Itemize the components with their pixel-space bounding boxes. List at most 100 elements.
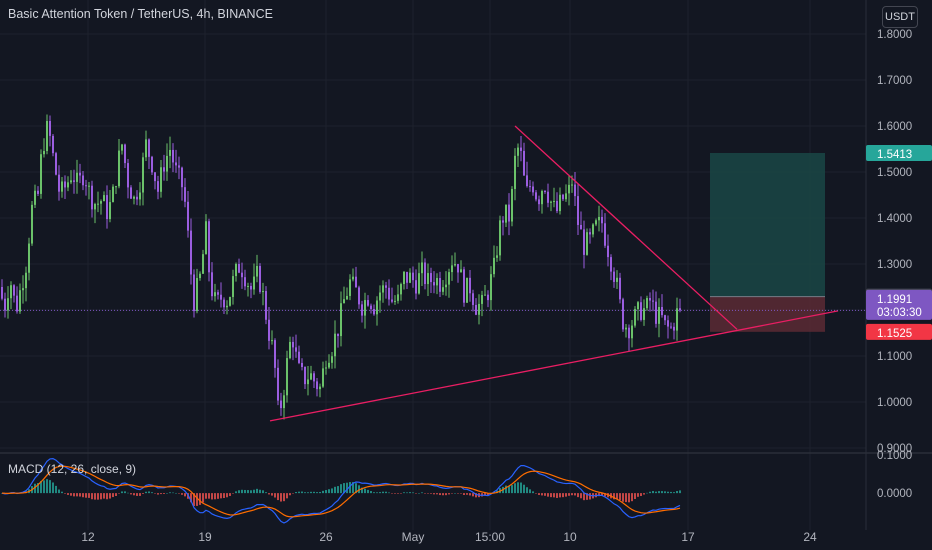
- candle-body: [322, 368, 324, 387]
- macd-histogram-bar: [211, 493, 213, 500]
- candle-body: [142, 157, 144, 193]
- candle-body: [607, 245, 609, 258]
- candle-body: [268, 319, 270, 341]
- candle-body: [286, 358, 288, 396]
- macd-histogram-bar: [679, 490, 681, 494]
- macd-histogram-bar: [289, 493, 291, 496]
- candle-body: [574, 184, 576, 197]
- trendlines[interactable]: [269, 125, 839, 422]
- candle-body: [31, 204, 33, 244]
- price-tick-label: 1.5000: [877, 167, 912, 179]
- candle-body: [280, 400, 282, 409]
- candle-body: [199, 273, 201, 279]
- candle-body: [556, 200, 558, 212]
- target-badge-text: 1.5413: [877, 149, 912, 161]
- macd-histogram-bar: [343, 483, 345, 494]
- candle-body: [568, 184, 570, 194]
- macd-histogram-bar: [256, 488, 258, 494]
- macd-histogram-bar: [457, 493, 459, 494]
- macd-histogram-bar: [124, 491, 126, 494]
- macd-histogram-bar: [514, 483, 516, 494]
- candle-body: [73, 180, 75, 182]
- macd-histogram-bar: [670, 491, 672, 494]
- candle-body: [226, 305, 228, 308]
- macd-histogram-bar: [427, 493, 429, 494]
- candle-body: [460, 269, 462, 273]
- candle-body: [172, 149, 174, 163]
- macd-histogram-bar: [277, 493, 279, 501]
- macd-histogram-bar: [367, 489, 369, 494]
- macd-histogram-bar: [604, 493, 606, 497]
- macd-histogram-bar: [238, 490, 240, 494]
- candle-body: [109, 202, 111, 220]
- candle-body: [520, 147, 522, 151]
- candle-body: [331, 356, 333, 363]
- macd-histogram-bar: [136, 493, 138, 496]
- candle-body: [376, 300, 378, 315]
- macd-histogram-bar: [214, 493, 216, 500]
- macd-histogram-bar: [304, 492, 306, 494]
- candle-body: [400, 284, 402, 295]
- macd-histogram-bar: [103, 493, 105, 499]
- macd-histogram-bar: [43, 480, 45, 494]
- candle-body: [541, 191, 543, 205]
- macd-histogram-bar: [82, 493, 84, 498]
- time-tick-label: 17: [681, 530, 695, 544]
- macd-histogram-bar: [160, 493, 162, 495]
- candle-body: [295, 347, 297, 352]
- macd-histogram-bar: [151, 492, 153, 494]
- candle-body: [529, 186, 531, 188]
- candle-body: [652, 300, 654, 302]
- candle-body: [667, 320, 669, 327]
- candle-body: [229, 297, 231, 306]
- macd-histogram-bar: [412, 492, 414, 494]
- candle-body: [598, 216, 600, 221]
- candle-body: [475, 304, 477, 315]
- price-axis[interactable]: 1.80001.70001.60001.50001.40001.30001.20…: [877, 29, 912, 500]
- candle-body: [649, 298, 651, 301]
- macd-histogram-bar: [658, 491, 660, 494]
- candle-body: [496, 255, 498, 258]
- candle-body: [301, 362, 303, 368]
- macd-histogram-bar: [631, 493, 633, 502]
- candle-body: [13, 285, 15, 296]
- macd-histogram-bar: [193, 493, 195, 507]
- position-zones[interactable]: [710, 153, 825, 332]
- macd-label[interactable]: MACD (12, 26, close, 9): [8, 462, 137, 476]
- candle-body: [151, 156, 153, 173]
- macd-histogram-bar: [109, 493, 111, 499]
- macd-histogram-bar: [325, 490, 327, 494]
- candle-body: [511, 189, 513, 222]
- candle-body: [601, 216, 603, 224]
- candle-body: [34, 190, 36, 205]
- macd-histogram-bar: [115, 493, 117, 496]
- macd-histogram-bar: [292, 493, 294, 494]
- macd-histogram-bar: [175, 492, 177, 494]
- macd-histogram-bar: [37, 483, 39, 494]
- macd-histogram-bar: [565, 493, 567, 497]
- macd-histogram-bar: [298, 491, 300, 494]
- macd-histogram-bar: [532, 491, 534, 494]
- candle-body: [58, 174, 60, 192]
- candle-body: [214, 292, 216, 297]
- macd-histogram-bar: [52, 482, 54, 494]
- macd-histogram-bar: [430, 493, 432, 494]
- macd-histogram-bar: [244, 489, 246, 494]
- time-axis[interactable]: 12 19 26 May 15:00 10 17 24: [81, 530, 817, 544]
- currency-button[interactable]: USDT: [882, 6, 918, 28]
- candle-body: [499, 220, 501, 256]
- candle-body: [196, 278, 198, 312]
- macd-histogram-bar: [505, 485, 507, 494]
- candle-body: [304, 367, 306, 385]
- macd-histogram-bar: [94, 493, 96, 500]
- macd-histogram-bar: [64, 493, 66, 494]
- macd-histogram-bar: [190, 493, 192, 503]
- macd-histogram-bar: [268, 493, 270, 495]
- candle-body: [19, 290, 21, 312]
- macd-histogram-bar: [337, 486, 339, 494]
- macd-histogram-bar: [382, 491, 384, 494]
- macd-pane: [1, 458, 681, 524]
- macd-histogram-bar: [205, 493, 207, 499]
- macd-histogram-bar: [616, 493, 618, 500]
